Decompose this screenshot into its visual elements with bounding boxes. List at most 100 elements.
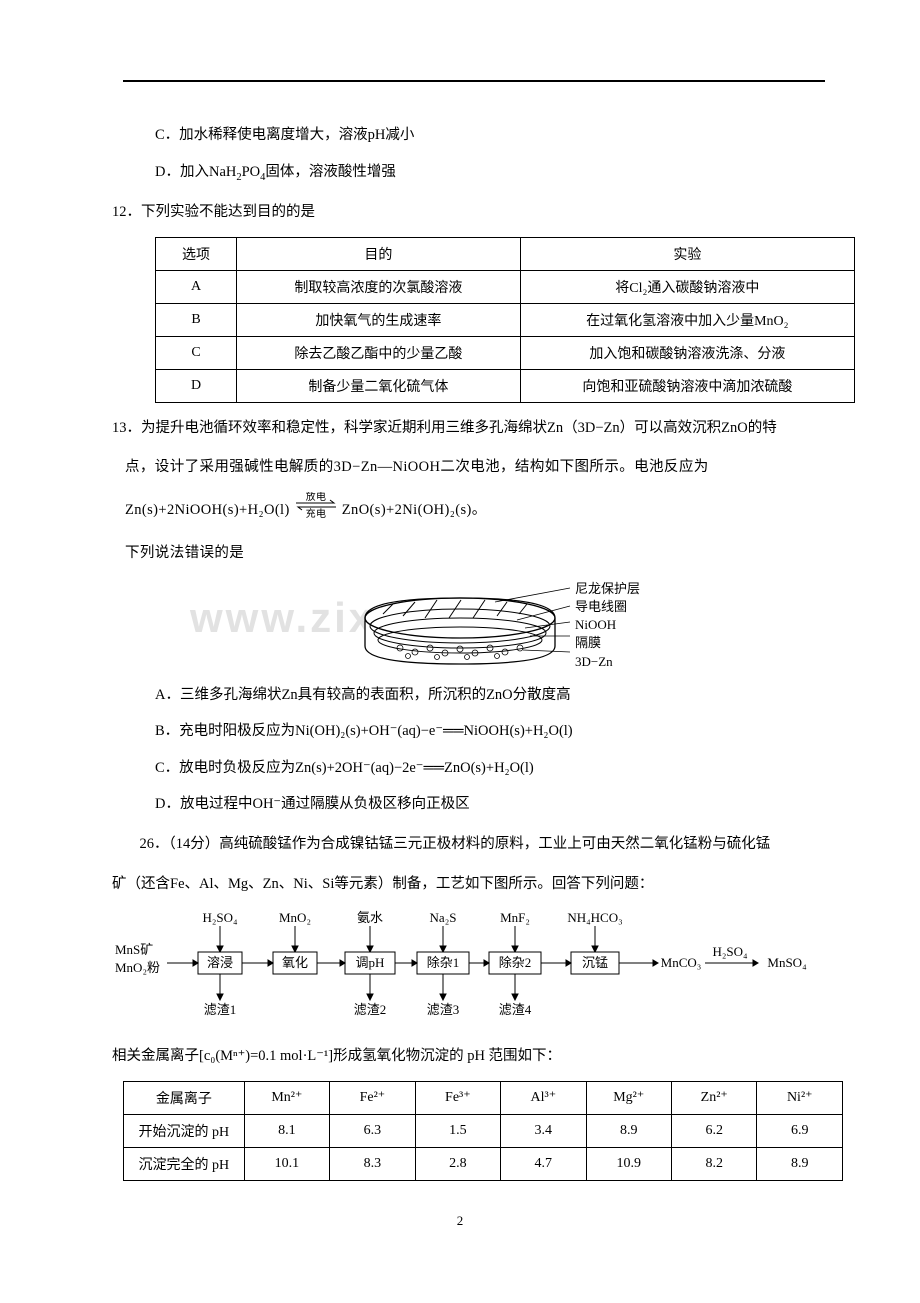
table-row: D 制备少量二氧化硫气体 向饱和亚硫酸钠溶液中滴加浓硫酸 (156, 369, 855, 402)
ph-head-1: Mn²⁺ (244, 1081, 329, 1114)
flow-box-5: 沉锰 (582, 955, 608, 970)
q12-b-purpose: 加快氧气的生成速率 (237, 303, 521, 336)
ph-r0-7: 6.9 (757, 1114, 843, 1147)
flow-input-2: 氨水 (357, 910, 383, 925)
flow-out-0: 滤渣1 (204, 1002, 237, 1017)
q26-stem-line1: 26．（14分）高纯硫酸锰作为合成镍钴锰三元正极材料的原料，工业上可由天然二氧化… (95, 831, 825, 859)
q12-a-purpose: 制取较高浓度的次氯酸溶液 (237, 270, 521, 303)
q13-stem-line2: 点，设计了采用强碱性电解质的3D−Zn—NiOOH二次电池，结构如下图所示。电池… (95, 452, 825, 482)
flow-box-4: 除杂2 (499, 955, 532, 970)
q12-head-purpose: 目的 (237, 237, 521, 270)
ph-head-3: Fe³⁺ (415, 1081, 500, 1114)
ph-r1-0: 沉淀完全的 pH (124, 1147, 245, 1180)
flow-out-1: 滤渣2 (354, 1002, 387, 1017)
flow-out-3: 滤渣4 (499, 1002, 532, 1017)
flow-input-0: H₂SO₄ (202, 910, 238, 925)
q12-d-opt: D (156, 369, 237, 402)
ph-r1-3: 2.8 (415, 1147, 500, 1180)
ph-r1-7: 8.9 (757, 1147, 843, 1180)
flow-mnco3: MnCO₃ (661, 955, 702, 970)
q12-d-purpose: 制备少量二氧化硫气体 (237, 369, 521, 402)
q13-option-b: B．充电时阳极反应为Ni(OH)₂(s)+OH⁻(aq)−e⁻══NiOOH(s… (95, 718, 825, 746)
battery-svg-icon (345, 578, 575, 670)
flow-h2so4-2: H₂SO₄ (712, 944, 748, 959)
flow-mnso4: MnSO₄ (767, 955, 807, 970)
ph-head-0: 金属离子 (124, 1081, 245, 1114)
ph-head-5: Mg²⁺ (586, 1081, 671, 1114)
arrow-top-label: 放电 (305, 492, 326, 503)
ph-r1-5: 10.9 (586, 1147, 671, 1180)
flow-input-1: MnO₂ (279, 910, 311, 925)
label-3dzn: 3D−Zn (575, 653, 640, 671)
q13-option-d: D．放电过程中OH⁻通过隔膜从负极区移向正极区 (95, 791, 825, 819)
flow-left2: MnO₂粉 (115, 960, 160, 975)
ph-r0-1: 8.1 (244, 1114, 329, 1147)
reversible-arrow-icon: 放电 充电 (294, 492, 338, 529)
flow-input-4: MnF₂ (500, 910, 530, 925)
q12-b-exp: 在过氧化氢溶液中加入少量MnO₂ (520, 303, 854, 336)
ph-r0-0: 开始沉淀的 pH (124, 1114, 245, 1147)
table-row: A 制取较高浓度的次氯酸溶液 将Cl₂通入碳酸钠溶液中 (156, 270, 855, 303)
q11-d-post: 固体，溶液酸性增强 (265, 164, 396, 180)
label-niooh: NiOOH (575, 616, 640, 634)
flow-box-0: 溶浸 (207, 955, 233, 970)
table-row: C 除去乙酸乙酯中的少量乙酸 加入饱和碳酸钠溶液洗涤、分液 (156, 336, 855, 369)
q13-option-a: A．三维多孔海绵状Zn具有较高的表面积，所沉积的ZnO分散度高 (95, 682, 825, 710)
table-row: 开始沉淀的 pH 8.1 6.3 1.5 3.4 8.9 6.2 6.9 (124, 1114, 843, 1147)
ph-r0-2: 6.3 (330, 1114, 415, 1147)
ph-r1-4: 4.7 (501, 1147, 586, 1180)
flowchart: H₂SO₄ MnO₂ 氨水 Na₂S MnF₂ NH₄HCO₃ MnS矿 MnO… (95, 908, 825, 1031)
q13-sub: 下列说法错误的是 (95, 538, 825, 568)
q11-d-mid: PO (242, 164, 261, 180)
q11-option-c: C．加水稀释使电离度增大，溶液pH减小 (95, 122, 825, 150)
table-row: 沉淀完全的 pH 10.1 8.3 2.8 4.7 10.9 8.2 8.9 (124, 1147, 843, 1180)
battery-labels: 尼龙保护层 导电线圈 NiOOH 隔膜 3D−Zn (575, 580, 640, 671)
q13-eq-rhs: ZnO(s)+2Ni(OH)₂(s)。 (342, 502, 487, 518)
page-number: 2 (95, 1213, 825, 1229)
ph-r0-5: 8.9 (586, 1114, 671, 1147)
ph-head-7: Ni²⁺ (757, 1081, 843, 1114)
q12-head-opt: 选项 (156, 237, 237, 270)
q26-ph-intro: 相关金属离子[c₀(Mⁿ⁺)=0.1 mol·L⁻¹]形成氢氧化物沉淀的 pH … (95, 1043, 825, 1071)
flow-box-1: 氧化 (282, 955, 308, 970)
table-row: B 加快氧气的生成速率 在过氧化氢溶液中加入少量MnO₂ (156, 303, 855, 336)
arrow-bot-label: 充电 (305, 507, 326, 518)
flow-input-5: NH₄HCO₃ (567, 910, 622, 925)
q12-stem: 12．下列实验不能达到目的的是 (95, 199, 825, 227)
q13-stem-line1: 13．为提升电池循环效率和稳定性，科学家近期利用三维多孔海绵状Zn（3D−Zn）… (95, 415, 825, 443)
ph-r1-2: 8.3 (330, 1147, 415, 1180)
flow-box-3: 除杂1 (427, 955, 460, 970)
battery-diagram: 尼龙保护层 导电线圈 NiOOH 隔膜 3D−Zn (95, 578, 825, 673)
q12-c-opt: C (156, 336, 237, 369)
q11-option-d: D．加入NaH2PO4固体，溶液酸性增强 (95, 159, 825, 188)
ph-head-6: Zn²⁺ (672, 1081, 757, 1114)
ph-head-2: Fe²⁺ (330, 1081, 415, 1114)
ph-r1-1: 10.1 (244, 1147, 329, 1180)
ph-r0-3: 1.5 (415, 1114, 500, 1147)
label-nylon: 尼龙保护层 (575, 580, 640, 598)
flow-box-2: 调pH (356, 955, 385, 970)
q12-table: 选项 目的 实验 A 制取较高浓度的次氯酸溶液 将Cl₂通入碳酸钠溶液中 B 加… (155, 237, 855, 403)
flow-left1: MnS矿 (115, 942, 153, 957)
ph-head-4: Al³⁺ (501, 1081, 586, 1114)
q12-d-exp: 向饱和亚硫酸钠溶液中滴加浓硫酸 (520, 369, 854, 402)
label-membrane: 隔膜 (575, 634, 640, 652)
flowchart-svg: H₂SO₄ MnO₂ 氨水 Na₂S MnF₂ NH₄HCO₃ MnS矿 MnO… (105, 908, 815, 1026)
ph-r0-4: 3.4 (501, 1114, 586, 1147)
q12-a-opt: A (156, 270, 237, 303)
q13-eq-lhs: Zn(s)+2NiOOH(s)+H₂O(l) (125, 502, 290, 518)
q26-ph-table: 金属离子 Mn²⁺ Fe²⁺ Fe³⁺ Al³⁺ Mg²⁺ Zn²⁺ Ni²⁺ … (123, 1081, 843, 1181)
q12-c-exp: 加入饱和碳酸钠溶液洗涤、分液 (520, 336, 854, 369)
page-top-rule (123, 80, 825, 82)
q12-head-exp: 实验 (520, 237, 854, 270)
ph-r1-6: 8.2 (672, 1147, 757, 1180)
q12-c-purpose: 除去乙酸乙酯中的少量乙酸 (237, 336, 521, 369)
flow-input-3: Na₂S (430, 910, 457, 925)
label-coil: 导电线圈 (575, 598, 640, 616)
flow-out-2: 滤渣3 (427, 1002, 460, 1017)
q12-b-opt: B (156, 303, 237, 336)
q12-a-exp: 将Cl₂通入碳酸钠溶液中 (520, 270, 854, 303)
q13-equation: Zn(s)+2NiOOH(s)+H₂O(l) 放电 充电 ZnO(s)+2Ni(… (95, 492, 825, 529)
ph-r0-6: 6.2 (672, 1114, 757, 1147)
q11-d-text: D．加入NaH (155, 164, 236, 180)
